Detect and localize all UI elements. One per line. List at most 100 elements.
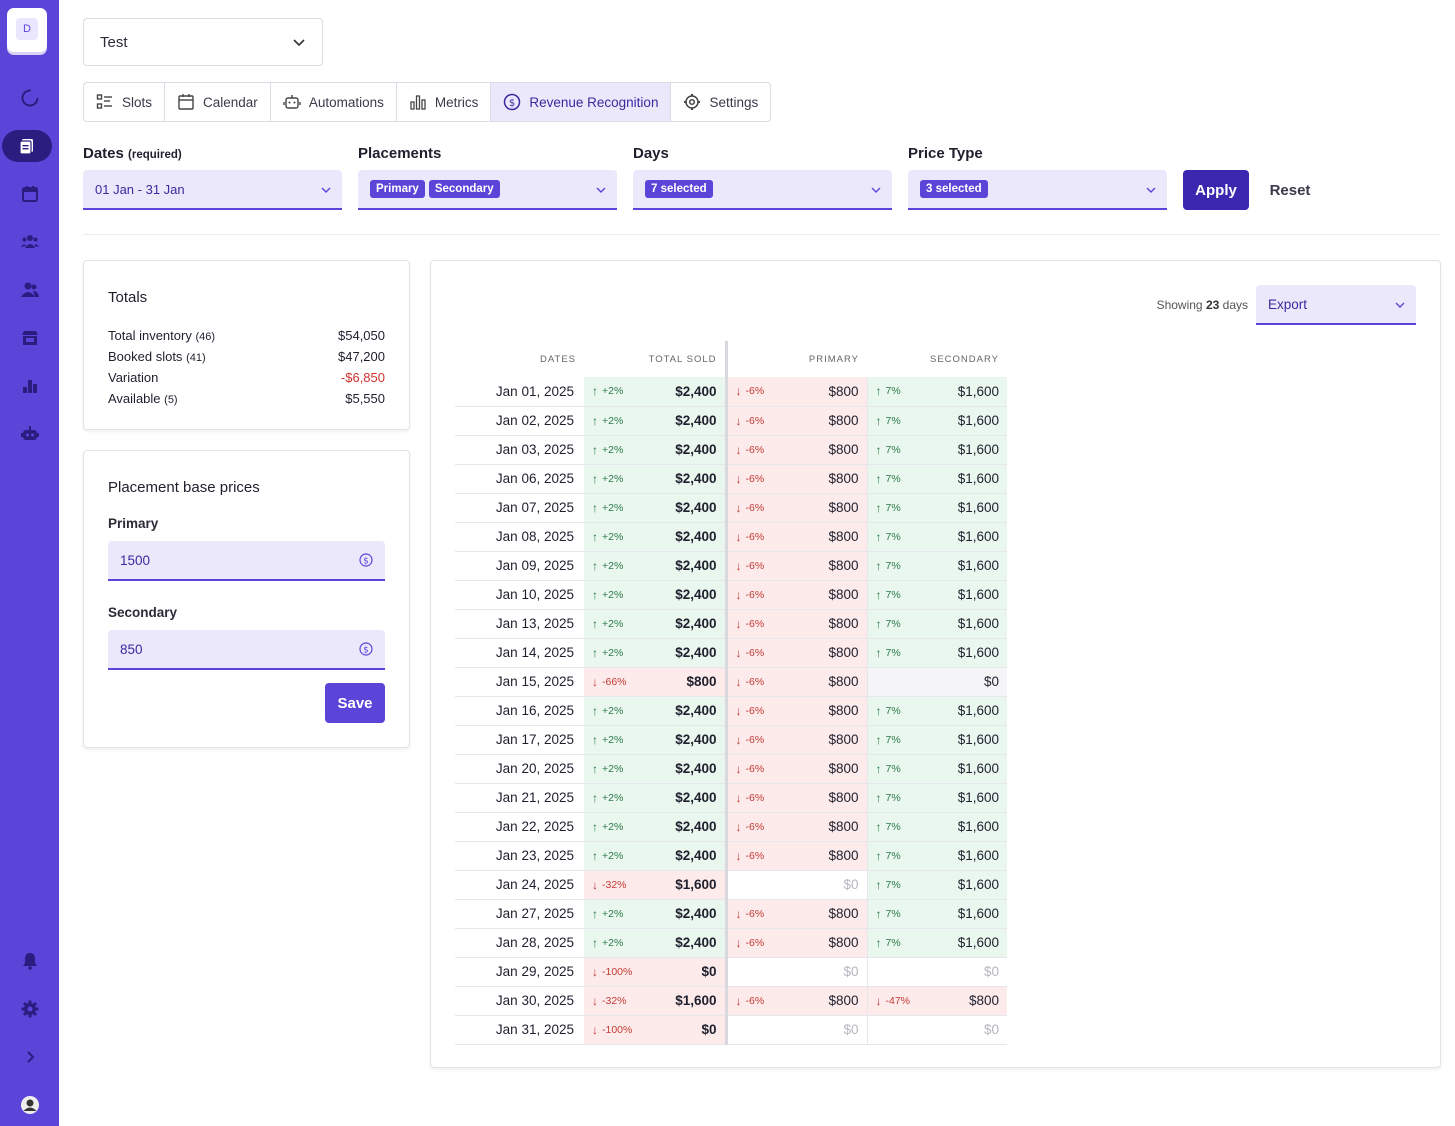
change-percent: ↑ +2% — [592, 819, 624, 834]
placements-label: Placements — [358, 145, 442, 162]
arrow-up-icon: ↑ — [592, 645, 598, 660]
arrow-down-icon: ↓ — [735, 442, 742, 457]
change-percent: ↓ -6% — [735, 993, 765, 1008]
user-avatar-icon[interactable] — [0, 1089, 59, 1121]
secondary-cell: ↑ 7% $1,600 — [867, 870, 1007, 900]
chevron-down-icon — [321, 187, 331, 193]
total-cell: ↑ +2% $2,400 — [584, 928, 728, 958]
tab-label: Automations — [308, 94, 384, 110]
pages-icon[interactable] — [2, 130, 52, 162]
bar-chart-icon[interactable] — [0, 370, 59, 402]
amount: $1,600 — [675, 877, 717, 892]
secondary-cell: ↑ 7% $1,600 — [867, 406, 1007, 436]
robot-icon[interactable] — [0, 418, 59, 450]
workspace-logo[interactable]: D — [7, 8, 47, 52]
arrow-up-icon: ↑ — [592, 471, 598, 486]
column-header-primary[interactable]: PRIMARY — [808, 353, 859, 365]
tab-calendar[interactable]: Calendar — [165, 83, 271, 121]
arrow-up-icon: ↑ — [592, 935, 598, 950]
save-button[interactable]: Save — [325, 683, 385, 723]
arrow-down-icon: ↓ — [735, 761, 742, 776]
secondary-cell: ↑ 7% $1,600 — [867, 493, 1007, 523]
total-cell: ↓ -100% $0 — [584, 957, 728, 987]
table-row: Jan 15, 2025 ↓ -66% $800 ↓ -6% $800 $0 — [455, 667, 1007, 697]
row-date: Jan 07, 2025 — [455, 493, 584, 523]
arrow-down-icon: ↓ — [735, 645, 742, 660]
chevron-down-icon — [293, 39, 305, 47]
chip-days-selected: 7 selected — [645, 180, 713, 198]
project-select[interactable]: Test — [83, 18, 323, 66]
tab-automations[interactable]: Automations — [271, 83, 397, 121]
amount: $1,600 — [957, 616, 999, 631]
price-type-select[interactable]: 3 selected — [908, 170, 1167, 210]
spinner-circle-icon[interactable] — [0, 82, 59, 114]
tab-settings[interactable]: Settings — [671, 83, 770, 121]
table-row: Jan 20, 2025 ↑ +2% $2,400 ↓ -6% $800 ↑ 7% $1,600 — [455, 754, 1007, 784]
primary-cell: ↓ -6% $800 — [726, 435, 868, 465]
row-date: Jan 24, 2025 — [455, 870, 584, 900]
secondary-price-input[interactable]: 850 $ — [108, 630, 385, 670]
amount: $800 — [828, 819, 859, 834]
arrow-down-icon: ↓ — [735, 935, 742, 950]
table-row: Jan 23, 2025 ↑ +2% $2,400 ↓ -6% $800 ↑ 7% $1,600 — [455, 841, 1007, 871]
store-icon[interactable] — [0, 322, 59, 354]
table-row: Jan 16, 2025 ↑ +2% $2,400 ↓ -6% $800 ↑ 7% $1,600 — [455, 696, 1007, 726]
row-date: Jan 10, 2025 — [455, 580, 584, 610]
calendar-icon[interactable] — [0, 178, 59, 210]
total-cell: ↑ +2% $2,400 — [584, 406, 728, 436]
change-percent: ↓ -6% — [735, 761, 765, 776]
column-header-total-sold[interactable]: TOTAL SOLD — [584, 341, 728, 377]
tab-label: Metrics — [434, 94, 479, 110]
change-percent: ↓ -66% — [592, 674, 627, 689]
bell-icon[interactable] — [0, 945, 59, 977]
contacts-icon[interactable] — [0, 274, 59, 306]
chevron-right-icon[interactable] — [0, 1041, 59, 1073]
arrow-down-icon: ↓ — [735, 558, 742, 573]
arrow-down-icon: ↓ — [735, 993, 742, 1008]
price-type-label: Price Type — [908, 145, 983, 162]
table-row: Jan 17, 2025 ↑ +2% $2,400 ↓ -6% $800 ↑ 7% $1,600 — [455, 725, 1007, 755]
amount: $800 — [828, 413, 859, 428]
placement-base-prices-card: Placement base prices Primary 1500 $ Sec… — [83, 450, 410, 748]
change-percent: ↑ 7% — [875, 587, 901, 602]
chip-secondary: Secondary — [428, 180, 500, 198]
column-header-secondary[interactable]: SECONDARY — [929, 353, 999, 365]
amount: $1,600 — [957, 819, 999, 834]
totals-row: Booked slots (41) $47,200 — [108, 347, 385, 368]
apply-button[interactable]: Apply — [1183, 170, 1249, 210]
days-select[interactable]: 7 selected — [633, 170, 892, 210]
change-percent: ↑ 7% — [875, 413, 901, 428]
total-cell: ↓ -32% $1,600 — [584, 870, 728, 900]
row-date: Jan 27, 2025 — [455, 899, 584, 929]
change-percent: ↑ 7% — [875, 645, 901, 660]
arrow-up-icon: ↑ — [875, 413, 882, 428]
total-cell: ↑ +2% $2,400 — [584, 754, 728, 784]
column-header-dates[interactable]: DATES — [540, 353, 576, 365]
dates-label: Dates (required) — [83, 145, 182, 162]
dates-select[interactable]: 01 Jan - 31 Jan — [83, 170, 342, 210]
table-row: Jan 09, 2025 ↑ +2% $2,400 ↓ -6% $800 ↑ 7% $1,600 — [455, 551, 1007, 581]
tab-revenue-recognition[interactable]: $ Revenue Recognition — [491, 83, 672, 121]
export-select[interactable]: Export — [1256, 285, 1416, 325]
amount: $2,400 — [675, 790, 717, 805]
change-percent: ↑ +2% — [592, 935, 624, 950]
people-group-icon[interactable] — [0, 226, 59, 258]
secondary-cell: $0 — [867, 667, 1007, 697]
dates-value: 01 Jan - 31 Jan — [95, 181, 185, 197]
amount: $2,400 — [675, 587, 717, 602]
amount: $2,400 — [675, 413, 717, 428]
row-date: Jan 29, 2025 — [455, 957, 584, 987]
arrow-up-icon: ↑ — [875, 819, 882, 834]
amount: $1,600 — [957, 906, 999, 921]
tab-label: Revenue Recognition — [529, 94, 659, 110]
total-cell: ↑ +2% $2,400 — [584, 841, 728, 871]
primary-price-input[interactable]: 1500 $ — [108, 541, 385, 581]
gear-icon[interactable] — [0, 993, 59, 1025]
tab-metrics[interactable]: Metrics — [397, 83, 492, 121]
chevron-down-icon — [1395, 302, 1405, 308]
reset-button[interactable]: Reset — [1269, 181, 1311, 199]
placements-select[interactable]: Primary Secondary — [358, 170, 617, 210]
row-date: Jan 14, 2025 — [455, 638, 584, 668]
row-date: Jan 13, 2025 — [455, 609, 584, 639]
tab-slots[interactable]: Slots — [84, 83, 166, 121]
